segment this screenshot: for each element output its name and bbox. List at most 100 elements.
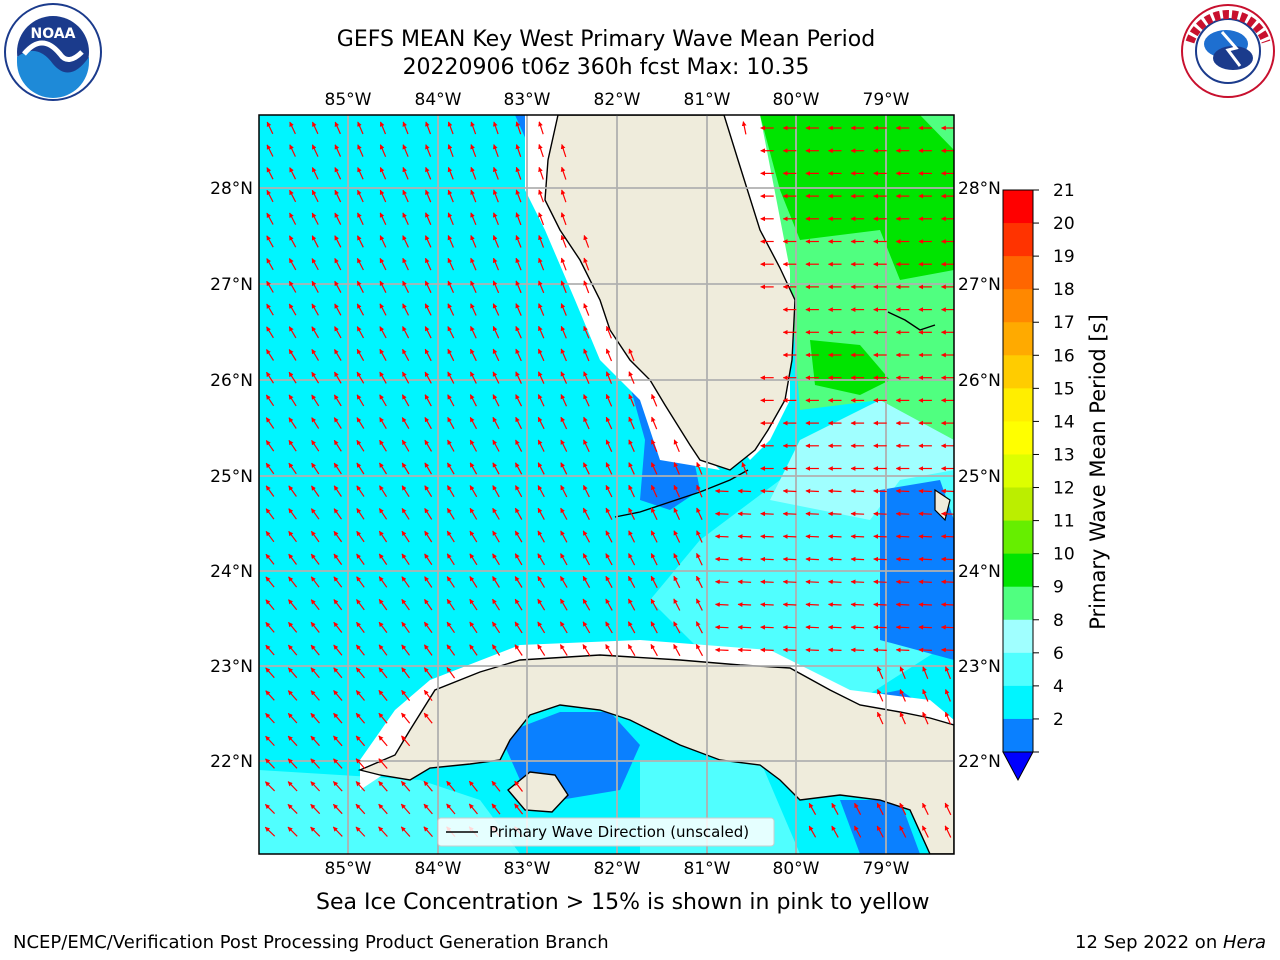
- wave-direction-arrow: [357, 167, 364, 180]
- wave-direction-arrow: [333, 644, 343, 656]
- colorbar-segment: [1003, 619, 1033, 654]
- wave-direction-arrow: [737, 534, 752, 539]
- wave-direction-arrow: [446, 621, 455, 634]
- lat-label-right: 27°N: [958, 275, 1001, 295]
- wave-direction-arrow: [469, 485, 478, 498]
- wave-direction-arrow: [425, 144, 432, 157]
- wave-direction-arrow: [378, 803, 388, 815]
- wave-direction-arrow: [447, 235, 454, 248]
- wave-direction-arrow: [560, 189, 567, 203]
- wave-direction-arrow: [310, 735, 320, 747]
- wave-direction-arrow: [333, 371, 342, 384]
- wave-direction-arrow: [828, 647, 842, 653]
- wave-direction-arrow: [605, 598, 613, 611]
- wave-direction-arrow: [446, 507, 455, 520]
- wave-direction-arrow: [310, 712, 320, 724]
- wave-direction-arrow: [265, 735, 275, 747]
- wave-direction-arrow: [515, 235, 522, 248]
- wave-direction-arrow: [805, 579, 819, 585]
- wave-direction-arrow: [311, 462, 320, 475]
- wave-direction-arrow: [446, 553, 455, 566]
- sea-ice-note: Sea Ice Concentration > 15% is shown in …: [316, 890, 930, 915]
- wave-direction-arrow: [650, 553, 658, 566]
- wave-direction-arrow: [696, 530, 703, 543]
- colorbar-segment: [1003, 454, 1033, 489]
- wave-direction-arrow: [356, 371, 365, 384]
- wave-direction-arrow: [265, 394, 275, 407]
- wave-direction-arrow: [401, 667, 410, 679]
- wave-direction-arrow: [287, 826, 298, 837]
- wave-direction-arrow: [334, 235, 342, 248]
- wave-direction-arrow: [334, 144, 342, 157]
- wave-direction-arrow: [264, 826, 276, 837]
- wave-direction-arrow: [310, 621, 320, 633]
- wave-direction-arrow: [538, 303, 545, 316]
- wave-direction-arrow: [491, 644, 501, 656]
- colorbar-segment: [1003, 421, 1033, 455]
- wave-direction-arrow: [356, 257, 364, 271]
- wave-direction-arrow: [805, 647, 819, 653]
- wave-direction-arrow: [423, 667, 433, 679]
- wave-direction-arrow: [782, 511, 797, 517]
- wave-direction-arrow: [877, 689, 884, 702]
- wave-direction-arrow: [266, 280, 274, 293]
- lat-label-left: 22°N: [210, 752, 253, 772]
- wave-direction-arrow: [760, 647, 774, 653]
- wave-direction-arrow: [424, 280, 432, 294]
- colorbar-tick-label: 16: [1053, 346, 1075, 366]
- wave-direction-arrow: [470, 121, 477, 135]
- wave-direction-arrow: [470, 144, 477, 158]
- wave-direction-arrow: [650, 462, 658, 475]
- wave-direction-arrow: [560, 484, 568, 498]
- wave-direction-arrow: [355, 644, 365, 656]
- wave-direction-arrow: [582, 621, 591, 634]
- wave-direction-arrow: [266, 167, 274, 180]
- wave-direction-arrow: [265, 712, 275, 724]
- wave-direction-arrow: [715, 488, 729, 494]
- wave-direction-arrow: [332, 803, 343, 815]
- wave-direction-arrow: [560, 212, 567, 226]
- wave-direction-arrow: [538, 234, 545, 248]
- wave-direction-arrow: [288, 440, 297, 452]
- wave-direction-arrow: [944, 711, 952, 725]
- wave-direction-arrow: [873, 579, 887, 585]
- colorbar-segment: [1003, 322, 1033, 356]
- wave-direction-arrow: [695, 598, 703, 611]
- wave-direction-arrow: [941, 602, 954, 607]
- wave-direction-arrow: [673, 553, 681, 566]
- land-andros: [934, 488, 951, 522]
- map-legend: Primary Wave Direction (unscaled): [437, 817, 775, 847]
- lat-label-right: 23°N: [958, 657, 1001, 677]
- wave-direction-arrow: [288, 235, 297, 248]
- wave-direction-arrow: [402, 212, 409, 225]
- wave-direction-arrow: [605, 575, 613, 588]
- wave-direction-arrow: [424, 416, 432, 430]
- wave-direction-arrow: [310, 803, 321, 815]
- wave-direction-arrow: [537, 598, 546, 611]
- wave-direction-arrow: [355, 781, 366, 792]
- wave-direction-arrow: [514, 462, 523, 475]
- lat-labels-right: 28°N 27°N 26°N 25°N 24°N 23°N 22°N: [958, 179, 1001, 772]
- wave-direction-arrow: [492, 280, 500, 294]
- footer-credit: NCEP/EMC/Verification Post Processing Pr…: [13, 932, 609, 953]
- lon-label-bottom: 82°W: [594, 859, 641, 879]
- wave-direction-arrow: [447, 166, 454, 180]
- wave-direction-arrow: [289, 189, 297, 203]
- wave-direction-arrow: [560, 348, 567, 362]
- wave-direction-arrow: [287, 781, 298, 792]
- wave-direction-arrow: [515, 212, 522, 226]
- wave-direction-arrow: [311, 212, 319, 225]
- wave-direction-arrow: [899, 825, 907, 838]
- wave-direction-arrow: [311, 394, 320, 407]
- wave-direction-arrow: [266, 121, 274, 135]
- wave-direction-arrow: [782, 556, 797, 562]
- wave-direction-arrow: [537, 507, 545, 520]
- lon-label-top: 84°W: [415, 90, 462, 110]
- wave-direction-arrow: [288, 508, 297, 520]
- wave-direction-arrow: [918, 488, 932, 494]
- wave-direction-arrow: [356, 530, 365, 543]
- wave-direction-arrow: [560, 553, 568, 566]
- colorbar-tick-label: 21: [1053, 181, 1075, 201]
- wave-direction-arrow: [288, 371, 297, 384]
- wave-direction-arrow: [424, 394, 432, 407]
